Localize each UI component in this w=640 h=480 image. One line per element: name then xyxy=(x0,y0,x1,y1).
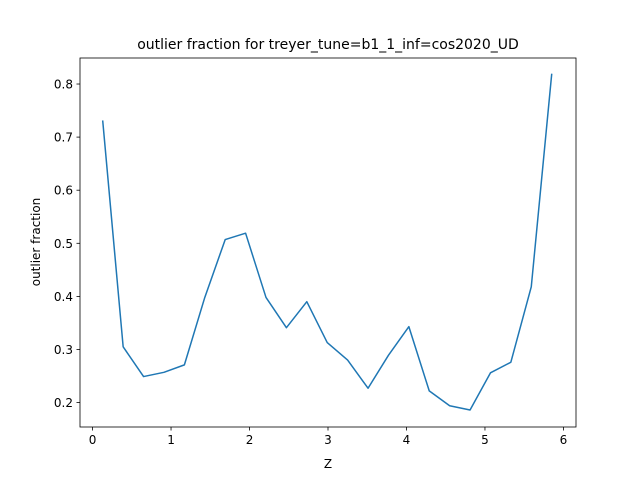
x-tick-label-3: 3 xyxy=(324,433,332,447)
y-axis-label: outlier fraction xyxy=(29,198,43,287)
x-tick-label-2: 2 xyxy=(246,433,254,447)
y-tick-label-0.5: 0.5 xyxy=(54,237,73,251)
x-axis-label: Z xyxy=(324,457,332,471)
y-tick-label-0.8: 0.8 xyxy=(54,78,73,92)
y-tick-label-0.2: 0.2 xyxy=(54,396,73,410)
series-line-0 xyxy=(101,73,553,411)
y-tick-label-0.6: 0.6 xyxy=(54,184,73,198)
plot-area: 0 1 2 3 4 5 6 0.2 0.3 0.4 0.5 0.6 0.7 0.8 xyxy=(54,57,577,447)
x-tick-label-1: 1 xyxy=(167,433,175,447)
chart-title: outlier fraction for treyer_tune=b1_1_in… xyxy=(137,37,519,53)
y-tick-label-0.7: 0.7 xyxy=(54,131,73,145)
x-tick-label-0: 0 xyxy=(89,433,97,447)
x-tick-label-5: 5 xyxy=(481,433,489,447)
y-tick-label-0.3: 0.3 xyxy=(54,343,73,357)
y-tick-label-0.4: 0.4 xyxy=(54,290,73,304)
x-tick-label-6: 6 xyxy=(560,433,568,447)
x-tick-label-4: 4 xyxy=(403,433,411,447)
